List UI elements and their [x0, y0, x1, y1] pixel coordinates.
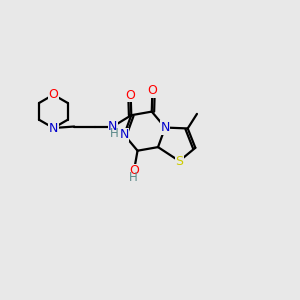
Text: H: H [128, 171, 137, 184]
Text: O: O [129, 164, 139, 177]
Text: N: N [108, 120, 118, 133]
Text: O: O [147, 84, 157, 97]
Text: S: S [175, 154, 183, 167]
Text: N: N [49, 122, 58, 134]
Text: N: N [119, 128, 129, 141]
Text: H: H [110, 127, 119, 140]
Text: N: N [160, 121, 170, 134]
Text: O: O [49, 88, 58, 101]
Text: O: O [126, 88, 136, 101]
